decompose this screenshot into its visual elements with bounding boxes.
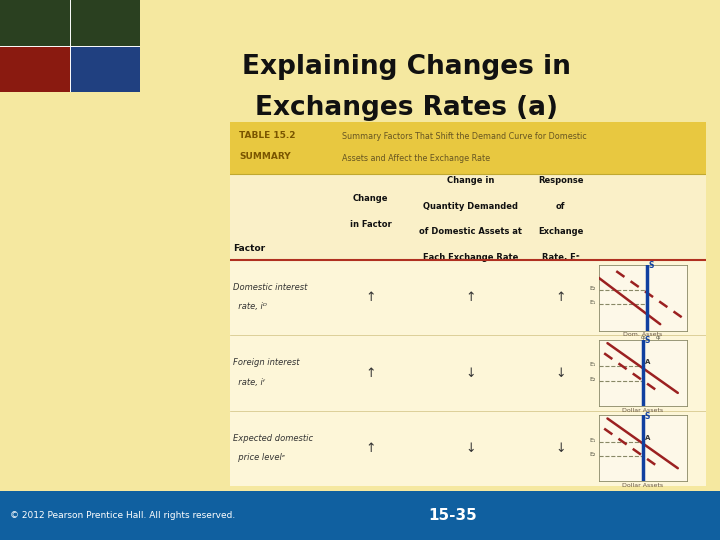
Text: q₁: q₁	[641, 335, 647, 340]
Text: Foreign interest: Foreign interest	[233, 359, 300, 367]
Bar	[230, 174, 706, 260]
Text: 15-35: 15-35	[428, 508, 477, 523]
Text: Each Exchange Rate: Each Exchange Rate	[423, 253, 518, 262]
Text: ↓: ↓	[555, 367, 566, 380]
Text: q₂: q₂	[656, 335, 661, 340]
Bar	[230, 410, 706, 486]
Text: rate, iᴰ: rate, iᴰ	[233, 302, 266, 311]
Text: Quantity Demanded: Quantity Demanded	[423, 202, 518, 211]
Bar	[0, 0, 140, 46]
Text: S: S	[649, 261, 654, 270]
Bar	[230, 260, 706, 335]
Text: ↑: ↑	[365, 291, 376, 304]
Bar	[230, 122, 706, 174]
X-axis label: Dom. Assets: Dom. Assets	[623, 332, 662, 337]
Text: SUMMARY: SUMMARY	[239, 152, 291, 161]
Text: E₂: E₂	[590, 286, 596, 291]
Text: Explaining Changes in: Explaining Changes in	[243, 55, 571, 80]
Text: of Domestic Assets at: of Domestic Assets at	[419, 227, 522, 237]
Text: Assets and Affect the Exchange Rate: Assets and Affect the Exchange Rate	[342, 154, 490, 163]
Text: S: S	[644, 411, 649, 421]
Text: of: of	[556, 202, 565, 211]
Text: Summary Factors That Shift the Demand Curve for Domestic: Summary Factors That Shift the Demand Cu…	[342, 132, 587, 141]
Text: price levelᵉ: price levelᵉ	[233, 453, 285, 462]
Text: Rate, Eᵉ: Rate, Eᵉ	[541, 253, 580, 262]
Text: ↑: ↑	[555, 291, 566, 304]
Text: Change: Change	[353, 194, 388, 204]
Text: in Factor: in Factor	[350, 220, 392, 229]
Text: Response: Response	[538, 176, 583, 185]
Bar	[230, 335, 706, 410]
Text: E₂: E₂	[590, 453, 596, 457]
Text: Exchanges Rates (a): Exchanges Rates (a)	[256, 95, 558, 121]
Text: E₁: E₁	[590, 300, 596, 305]
Text: ↑: ↑	[365, 367, 376, 380]
Text: Expected domestic: Expected domestic	[233, 434, 313, 443]
Text: Domestic interest: Domestic interest	[233, 283, 307, 292]
Text: A: A	[645, 360, 651, 366]
Text: ↓: ↓	[555, 442, 566, 455]
Text: Factor: Factor	[233, 244, 265, 253]
Bar	[0, 46, 71, 92]
Bar	[0, 491, 720, 540]
Text: ↑: ↑	[465, 291, 476, 304]
Text: E₂: E₂	[590, 377, 596, 382]
Text: TABLE 15.2: TABLE 15.2	[239, 131, 295, 140]
Text: Change in: Change in	[446, 176, 494, 185]
Bar	[71, 46, 140, 92]
X-axis label: Dollar Assets: Dollar Assets	[622, 483, 663, 488]
Text: ↓: ↓	[465, 442, 476, 455]
X-axis label: Dollar Assets: Dollar Assets	[622, 408, 663, 413]
Text: E₁: E₁	[590, 438, 596, 443]
Text: rate, iᶠ: rate, iᶠ	[233, 377, 265, 387]
Text: S: S	[644, 336, 649, 345]
Text: ↓: ↓	[465, 367, 476, 380]
Text: ↑: ↑	[365, 442, 376, 455]
Text: Exchange: Exchange	[538, 227, 583, 237]
Text: A: A	[645, 435, 651, 441]
Text: © 2012 Pearson Prentice Hall. All rights reserved.: © 2012 Pearson Prentice Hall. All rights…	[10, 511, 235, 520]
Text: E₁: E₁	[590, 362, 596, 367]
